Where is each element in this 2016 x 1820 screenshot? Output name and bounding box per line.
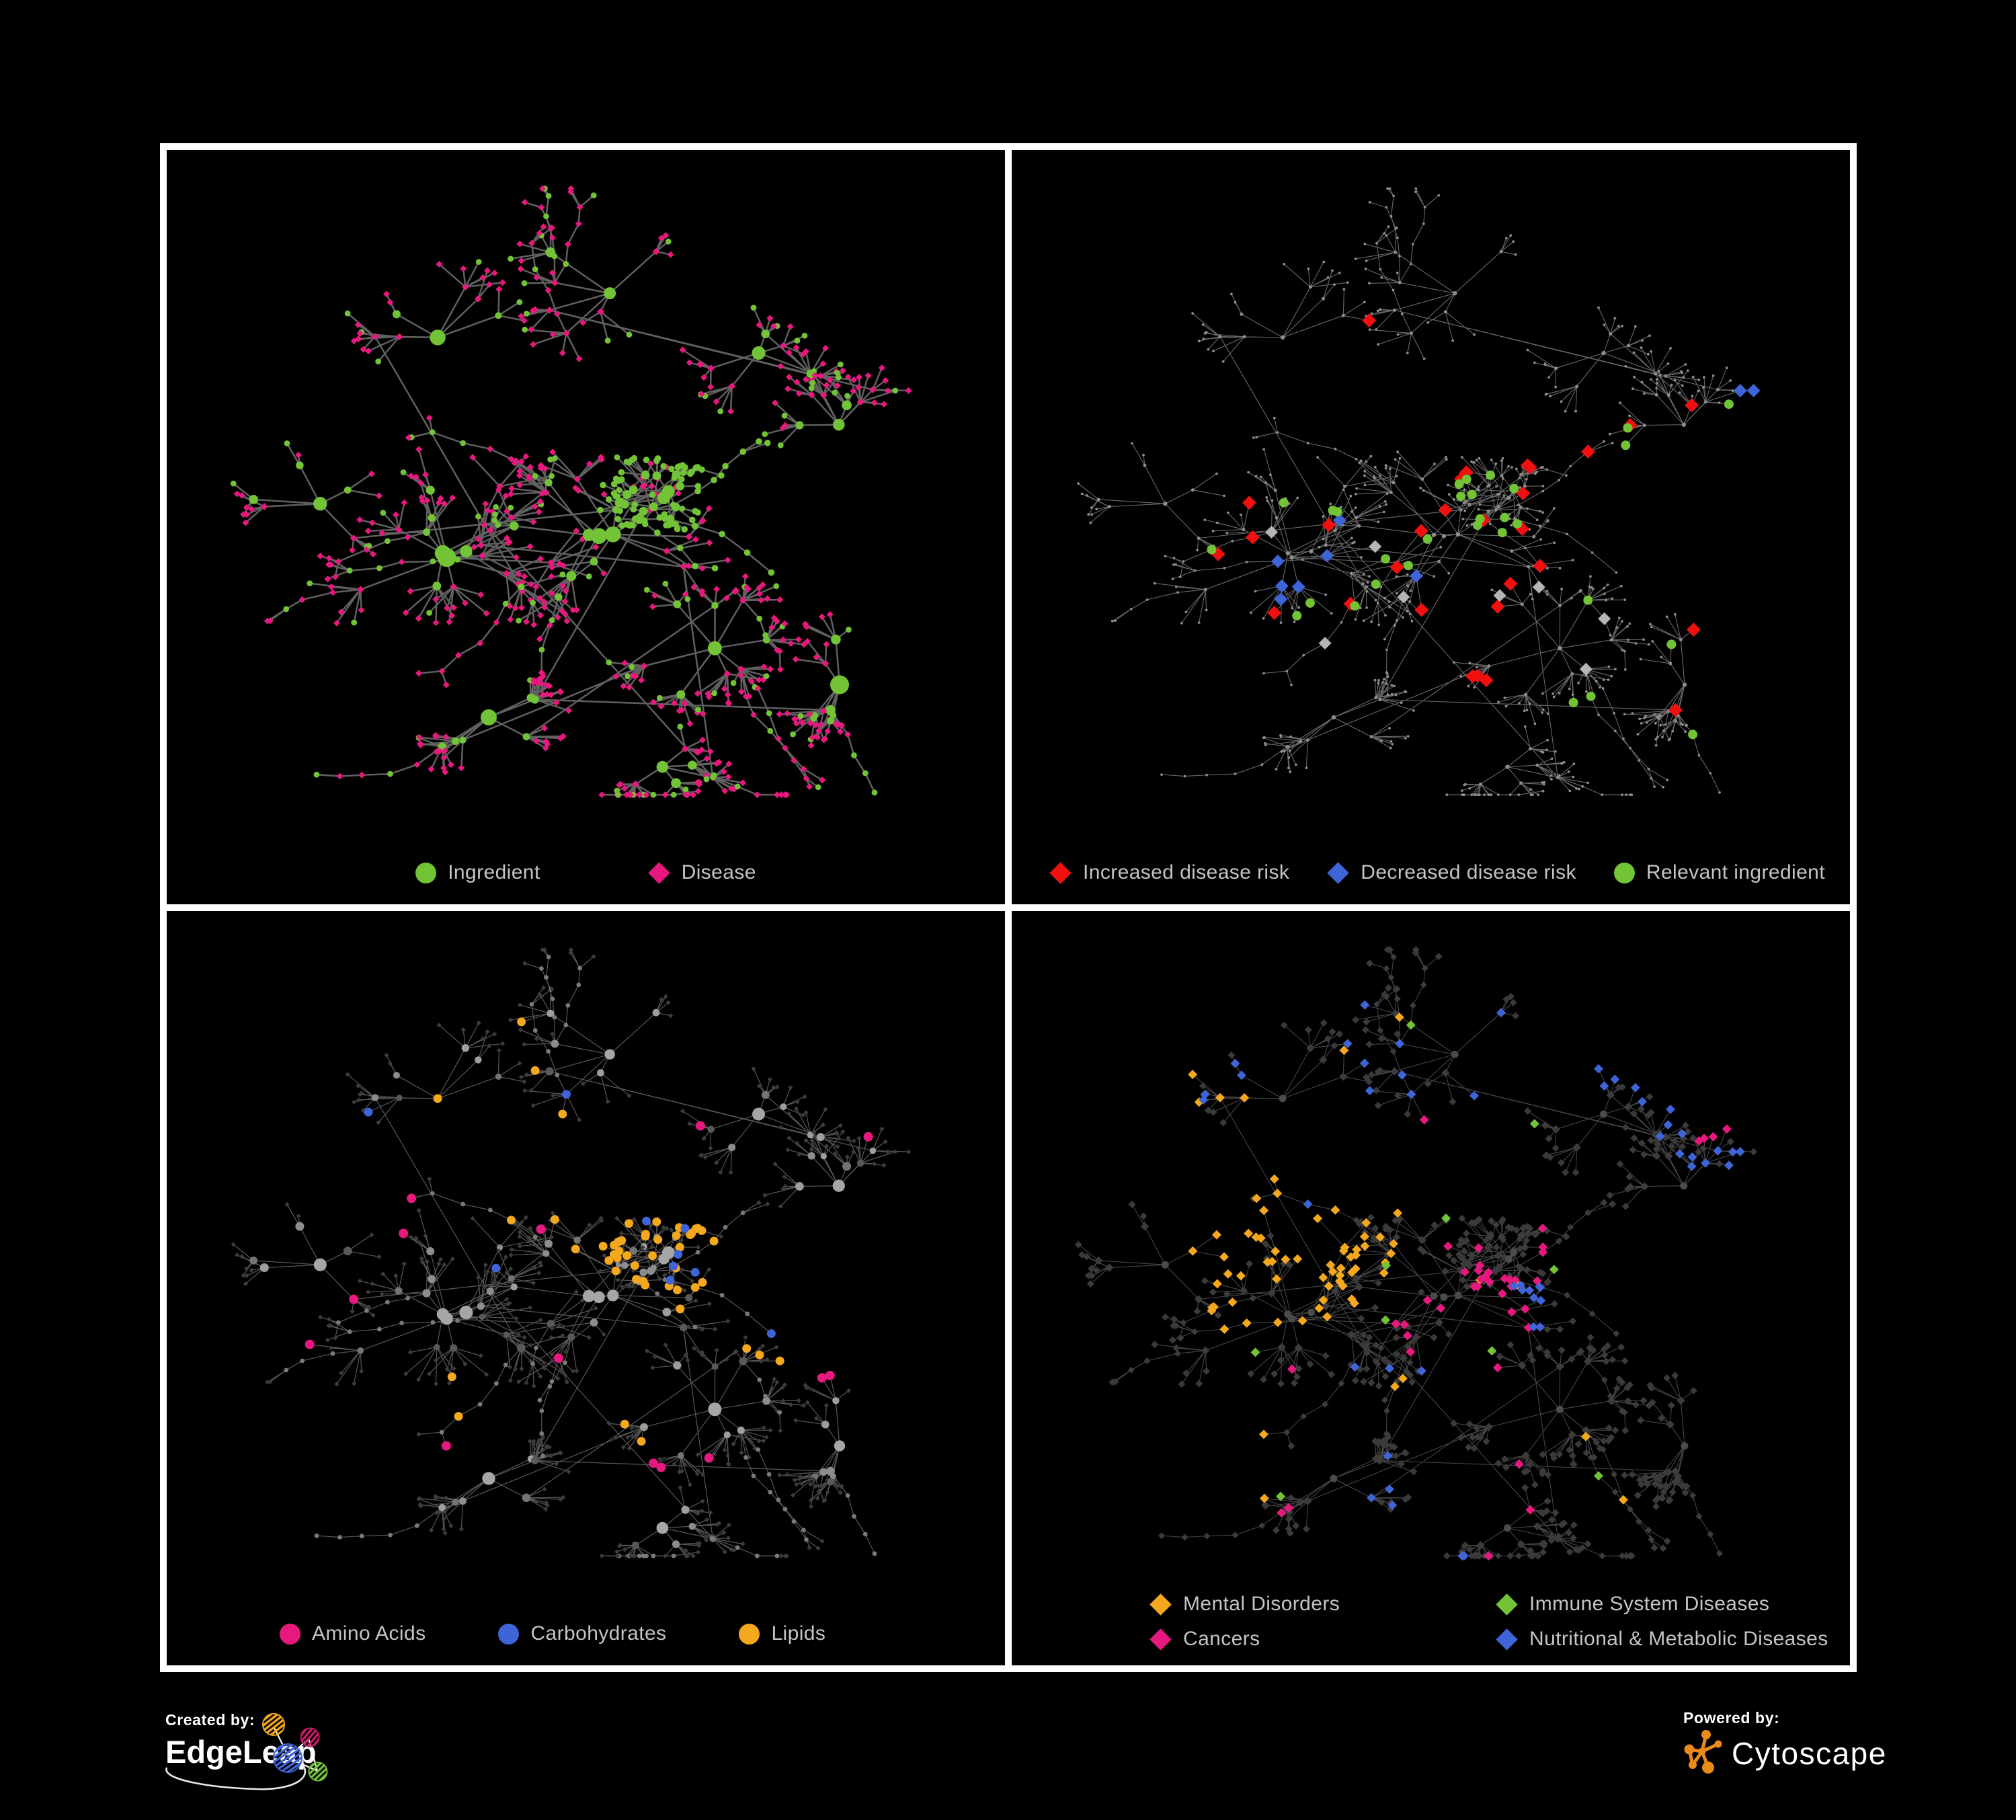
panel-grid: Ingredient Disease Increased disease risk… <box>160 143 1857 1672</box>
legend-label: Disease <box>681 861 756 883</box>
powered-by-credit: Powered by: Cytoscape <box>1683 1709 1887 1778</box>
legend-item-increased-disease-risk: Increased disease risk <box>1049 861 1289 884</box>
legend-label: Decreased disease risk <box>1361 861 1576 883</box>
circle-marker-icon <box>739 1623 760 1645</box>
network-graph-disease-risk <box>1077 187 1761 796</box>
panel-ingredient-disease: Ingredient Disease <box>167 150 1005 904</box>
diamond-marker-icon <box>1150 1593 1172 1616</box>
legend-item-relevant-ingredient: Relevant ingredient <box>1613 861 1825 884</box>
powered-by-label: Powered by: <box>1683 1709 1780 1727</box>
network-graph-nutrient-classes <box>231 947 912 1558</box>
legend-nutrient-classes: Amino Acids Carbohydrates Lipids <box>167 1622 1005 1645</box>
created-by-credit: Created by: EdgeLeap <box>165 1711 328 1790</box>
legend-label: Increased disease risk <box>1083 861 1290 883</box>
circle-marker-icon <box>498 1623 520 1645</box>
cytoscape-wordmark: Cytoscape <box>1732 1736 1887 1771</box>
legend-label: Lipids <box>771 1622 826 1645</box>
network-graph-disease-classes <box>1074 946 1758 1561</box>
legend-label: Nutritional & Metabolic Diseases <box>1529 1628 1828 1650</box>
legend-disease-risk: Increased disease risk Decreased disease … <box>1012 861 1850 884</box>
legend-label: Immune System Diseases <box>1529 1593 1770 1615</box>
panel-disease-risk: Increased disease risk Decreased disease … <box>1012 150 1850 904</box>
diamond-marker-icon <box>1496 1628 1518 1651</box>
legend-item-cancers: Cancers <box>1150 1628 1496 1651</box>
legend-label: Carbohydrates <box>530 1622 667 1645</box>
legend-item-decreased-disease-risk: Decreased disease risk <box>1327 861 1576 884</box>
circle-marker-icon <box>415 862 437 883</box>
legend-item-carbohydrates: Carbohydrates <box>498 1622 666 1645</box>
legend-ingredient-disease: Ingredient Disease <box>167 861 1005 884</box>
diamond-marker-icon <box>1150 1628 1172 1651</box>
panel-nutrient-classes: Amino Acids Carbohydrates Lipids <box>167 911 1005 1665</box>
circle-marker-icon <box>280 1623 300 1645</box>
diamond-marker-icon <box>1327 861 1350 884</box>
legend-label: Relevant ingredient <box>1646 861 1825 883</box>
network-graph-ingredient-disease <box>230 185 912 799</box>
legend-item-nutritional-metabolic-diseases: Nutritional & Metabolic Diseases <box>1496 1628 1850 1651</box>
legend-item-lipids: Lipids <box>739 1622 825 1645</box>
legend-label: Amino Acids <box>312 1622 426 1645</box>
cytoscape-lockup: Cytoscape <box>1683 1729 1887 1778</box>
legend-label: Cancers <box>1183 1628 1260 1650</box>
legend-item-mental-disorders: Mental Disorders <box>1150 1593 1496 1616</box>
legend-disease-classes: Mental Disorders Immune System Diseases Ca… <box>1012 1593 1850 1651</box>
legend-label: Ingredient <box>448 861 540 883</box>
edgeleap-wordmark: EdgeLeap <box>165 1734 317 1770</box>
created-by-label: Created by: <box>165 1711 255 1729</box>
legend-item-ingredient: Ingredient <box>415 861 540 884</box>
circle-marker-icon <box>1613 862 1635 883</box>
cytoscape-logo-icon <box>1684 1730 1722 1774</box>
legend-label: Mental Disorders <box>1183 1593 1340 1615</box>
legend-item-amino-acids: Amino Acids <box>280 1622 426 1645</box>
panel-disease-classes: Mental Disorders Immune System Diseases Ca… <box>1012 911 1850 1665</box>
diamond-marker-icon <box>1049 861 1072 884</box>
legend-item-disease: Disease <box>647 861 756 884</box>
legend-item-immune-system-diseases: Immune System Diseases <box>1496 1593 1850 1616</box>
diamond-marker-icon <box>647 861 670 884</box>
diamond-marker-icon <box>1496 1593 1518 1616</box>
